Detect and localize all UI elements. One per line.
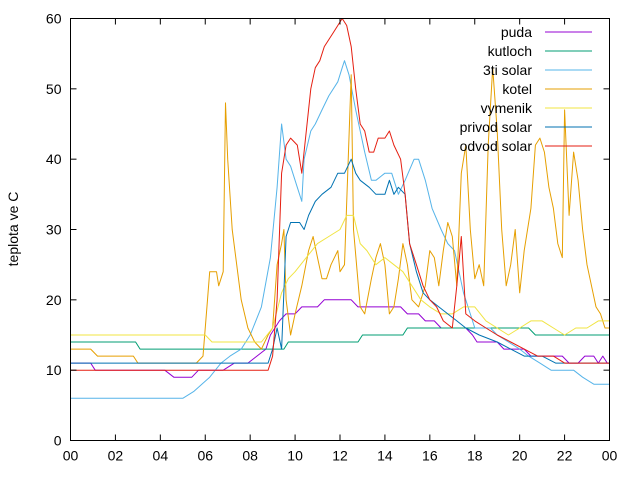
x-tick-label: 12 bbox=[332, 448, 348, 464]
series-line-0 bbox=[70, 299, 610, 378]
y-tick-label: 10 bbox=[46, 362, 62, 378]
series-line-5 bbox=[70, 158, 610, 364]
y-tick-label: 0 bbox=[54, 433, 62, 449]
legend-label-6: odvod solar bbox=[460, 138, 533, 154]
y-axis-label: teplota ve C bbox=[5, 192, 21, 267]
legend-label-4: vymenik bbox=[481, 100, 533, 116]
legend-label-1: kutloch bbox=[488, 43, 532, 59]
y-tick-label: 20 bbox=[46, 292, 62, 308]
x-tick-label: 02 bbox=[108, 448, 124, 464]
x-tick-label: 18 bbox=[467, 448, 483, 464]
legend-label-2: 3ti solar bbox=[483, 62, 532, 78]
x-tick-label: 08 bbox=[242, 448, 258, 464]
series-line-1 bbox=[70, 327, 610, 350]
y-tick-label: 30 bbox=[46, 222, 62, 238]
series-line-6 bbox=[70, 18, 610, 371]
x-tick-label: 20 bbox=[512, 448, 528, 464]
x-tick-label: 04 bbox=[153, 448, 169, 464]
x-tick-label: 16 bbox=[422, 448, 438, 464]
series-line-3 bbox=[70, 67, 610, 364]
x-tick-label: 00 bbox=[602, 448, 618, 464]
x-tick-label: 22 bbox=[557, 448, 573, 464]
series-layer bbox=[70, 18, 610, 399]
legend-label-5: privod solar bbox=[460, 119, 533, 135]
x-tick-label: 10 bbox=[287, 448, 303, 464]
legend-label-0: puda bbox=[501, 24, 532, 40]
y-tick-label: 40 bbox=[46, 151, 62, 167]
series-line-4 bbox=[70, 214, 610, 343]
legend: puda kutloch 3ti solar kotel vymenik privod s… bbox=[460, 24, 592, 154]
x-tick-label: 14 bbox=[377, 448, 393, 464]
x-tick-label: 00 bbox=[63, 448, 79, 464]
legend-label-3: kotel bbox=[502, 81, 532, 97]
y-tick-label: 50 bbox=[46, 81, 62, 97]
x-tick-label: 06 bbox=[197, 448, 213, 464]
y-tick-label: 60 bbox=[46, 11, 62, 27]
